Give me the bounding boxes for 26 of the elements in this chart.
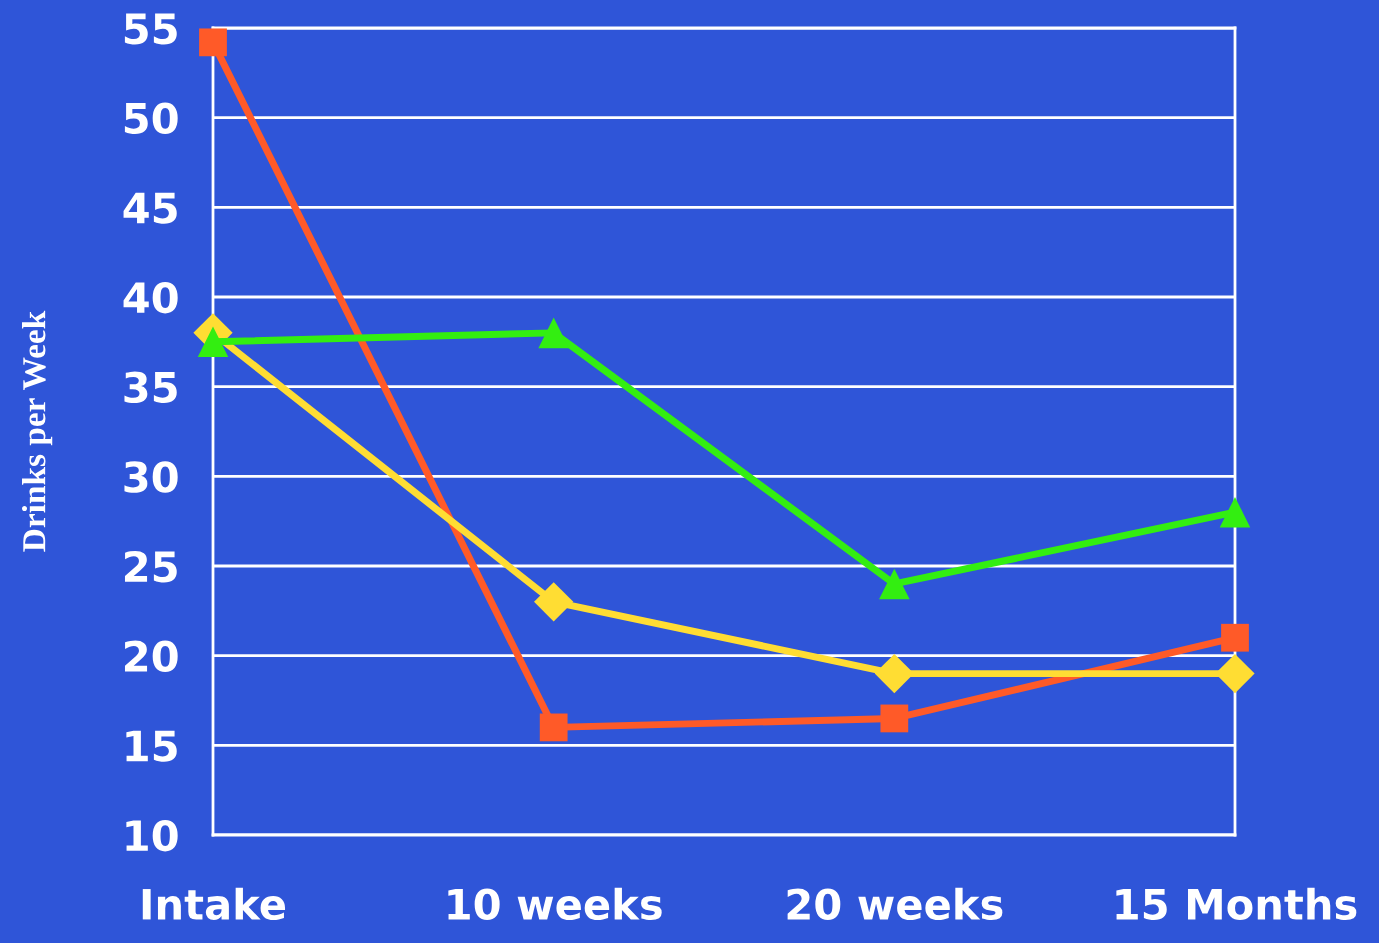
point — [880, 704, 909, 733]
point — [874, 653, 914, 694]
x-tick-label: 20 weeks — [787, 887, 1003, 921]
x-tick-label: 15 Months — [1116, 887, 1357, 921]
point — [534, 582, 574, 622]
y-tick-label: 40 — [123, 281, 178, 314]
point — [1219, 496, 1251, 528]
y-tick-label: 30 — [124, 461, 178, 493]
y-tick-label: 55 — [124, 13, 177, 45]
y-tick-label: 15 — [126, 730, 177, 762]
y-axis-title: Drinks per Week — [22, 310, 53, 552]
y-tick-label: 45 — [123, 192, 177, 224]
y-tick-label: 10 — [126, 819, 178, 852]
y-tick-label: 25 — [124, 550, 177, 583]
point — [197, 326, 229, 358]
point — [1221, 623, 1249, 652]
point — [539, 713, 568, 742]
point — [538, 317, 569, 349]
y-tick-label: 35 — [124, 371, 177, 404]
x-tick-label: Intake — [142, 887, 286, 921]
y-tick-label: 20 — [124, 640, 178, 673]
x-tick-label: 10 weeks — [448, 887, 662, 921]
point — [879, 568, 910, 600]
y-tick-label: 50 — [124, 102, 178, 135]
point — [1215, 653, 1255, 694]
point — [199, 28, 227, 57]
